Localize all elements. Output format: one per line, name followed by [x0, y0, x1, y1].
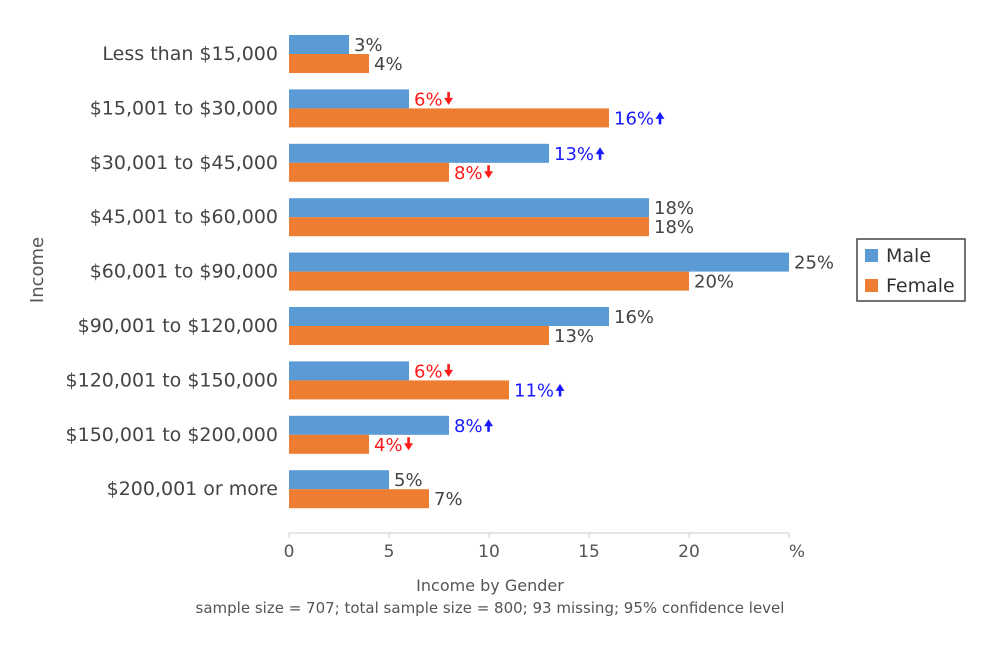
significance-down-arrow-icon [484, 165, 494, 179]
bar-male [289, 470, 389, 490]
bar-female [289, 108, 609, 128]
category-label: $200,001 or more [107, 478, 278, 500]
legend-swatch-male [865, 249, 878, 262]
bar-female [289, 54, 369, 73]
x-tick-label: 5 [384, 542, 395, 562]
x-axis-unit-label: % [789, 542, 805, 562]
significance-down-arrow-icon [404, 437, 414, 451]
category-labels: Less than $15,000 $15,001 to $30,000 $30,0… [66, 43, 278, 500]
data-label: 8% [454, 163, 483, 184]
bar-male [289, 415, 449, 435]
bar-female [289, 271, 689, 291]
significance-down-arrow-icon [444, 91, 454, 105]
bar-male [289, 143, 549, 163]
data-label: 16% [614, 108, 654, 129]
data-label: 18% [654, 198, 694, 219]
category-label: $45,001 to $60,000 [90, 206, 278, 228]
bar-layer [289, 35, 789, 509]
data-label: 13% [554, 326, 594, 347]
data-label: 6% [414, 361, 443, 382]
significance-up-arrow-icon [595, 147, 605, 160]
bar-male [289, 89, 409, 109]
data-label: 3% [354, 35, 383, 56]
data-label: 18% [654, 217, 694, 238]
bar-female [289, 326, 549, 345]
category-label: $30,001 to $45,000 [90, 152, 278, 174]
category-label: $90,001 to $120,000 [78, 315, 278, 337]
bar-female [289, 217, 649, 237]
y-axis-title: Income [27, 237, 48, 303]
data-label: 11% [514, 380, 554, 401]
bar-male [289, 307, 609, 326]
category-label: $120,001 to $150,000 [66, 369, 278, 391]
data-label: 7% [434, 489, 463, 510]
chart-subtitle: sample size = 707; total sample size = 8… [196, 599, 785, 617]
category-label: $15,001 to $30,000 [90, 97, 278, 119]
bar-female [289, 434, 369, 454]
x-tick-label: 0 [284, 542, 295, 562]
bar-male [289, 252, 789, 272]
data-label: 20% [694, 272, 734, 293]
significance-up-arrow-icon [484, 419, 494, 432]
data-label: 13% [554, 144, 594, 165]
bar-male [289, 361, 409, 381]
bar-male [289, 198, 649, 218]
bar-female [289, 162, 449, 182]
data-label: 4% [374, 435, 403, 456]
legend-swatch-female [865, 279, 878, 292]
x-tick-label: 20 [678, 542, 700, 562]
legend-label-male: Male [886, 245, 931, 267]
significance-up-arrow-icon [655, 111, 665, 125]
data-label: 4% [374, 54, 403, 75]
value-labels: 3%4%6%16%13%8%18%18%25%20%16%13%6%11%8%4… [354, 35, 834, 510]
x-tick-label: 10 [478, 542, 500, 562]
data-label: 5% [394, 470, 423, 491]
data-label: 25% [794, 253, 834, 274]
bar-female [289, 380, 509, 400]
legend-label-female: Female [886, 275, 955, 297]
data-label: 8% [454, 416, 483, 437]
category-label: Less than $15,000 [102, 43, 278, 65]
x-axis: 0 5 10 15 20% [284, 532, 805, 562]
bar-female [289, 489, 429, 509]
chart-title: Income by Gender [416, 576, 564, 595]
x-tick-label: 15 [578, 542, 600, 562]
data-label: 16% [614, 307, 654, 328]
legend: Male Female [856, 238, 966, 302]
data-label: 6% [414, 89, 443, 110]
significance-up-arrow-icon [555, 383, 565, 397]
significance-down-arrow-icon [444, 363, 454, 377]
category-label: $60,001 to $90,000 [90, 261, 278, 283]
bar-male [289, 35, 349, 54]
category-label: $150,001 to $200,000 [66, 424, 278, 446]
